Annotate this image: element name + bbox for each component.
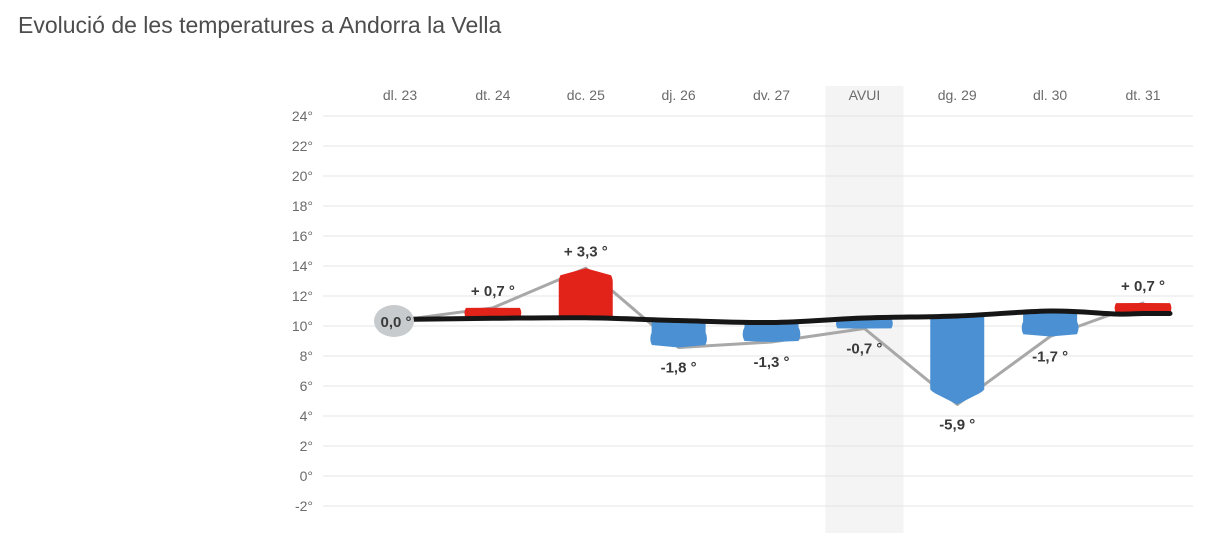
svg-text:20°: 20°: [292, 168, 313, 184]
svg-text:-1,7 °: -1,7 °: [1032, 349, 1068, 366]
svg-text:-5,9 °: -5,9 °: [939, 417, 975, 434]
svg-text:dc. 25: dc. 25: [567, 87, 605, 103]
svg-text:-1,3 °: -1,3 °: [753, 354, 789, 371]
svg-text:dt. 31: dt. 31: [1125, 87, 1160, 103]
svg-text:6°: 6°: [300, 378, 313, 394]
svg-text:8°: 8°: [300, 348, 313, 364]
svg-text:22°: 22°: [292, 138, 313, 154]
svg-text:dv. 27: dv. 27: [753, 87, 790, 103]
svg-text:0,0 °: 0,0 °: [380, 314, 411, 331]
svg-text:16°: 16°: [292, 228, 313, 244]
svg-text:AVUI: AVUI: [849, 87, 881, 103]
svg-text:+ 3,3 °: + 3,3 °: [564, 243, 608, 260]
svg-text:+ 0,7 °: + 0,7 °: [471, 283, 515, 300]
svg-text:18°: 18°: [292, 198, 313, 214]
svg-text:dl. 30: dl. 30: [1033, 87, 1067, 103]
svg-text:dt. 24: dt. 24: [475, 87, 510, 103]
svg-text:-2°: -2°: [295, 498, 313, 514]
svg-text:+ 0,7 °: + 0,7 °: [1121, 278, 1165, 295]
svg-text:-0,7 °: -0,7 °: [846, 341, 882, 358]
svg-text:2°: 2°: [300, 438, 313, 454]
svg-text:dj. 26: dj. 26: [661, 87, 695, 103]
svg-text:24°: 24°: [292, 108, 313, 124]
svg-text:12°: 12°: [292, 288, 313, 304]
svg-text:dg. 29: dg. 29: [938, 87, 977, 103]
svg-text:10°: 10°: [292, 318, 313, 334]
svg-text:4°: 4°: [300, 408, 313, 424]
svg-text:-1,8 °: -1,8 °: [661, 360, 697, 377]
svg-text:0°: 0°: [300, 468, 313, 484]
svg-text:14°: 14°: [292, 258, 313, 274]
svg-text:dl. 23: dl. 23: [383, 87, 417, 103]
